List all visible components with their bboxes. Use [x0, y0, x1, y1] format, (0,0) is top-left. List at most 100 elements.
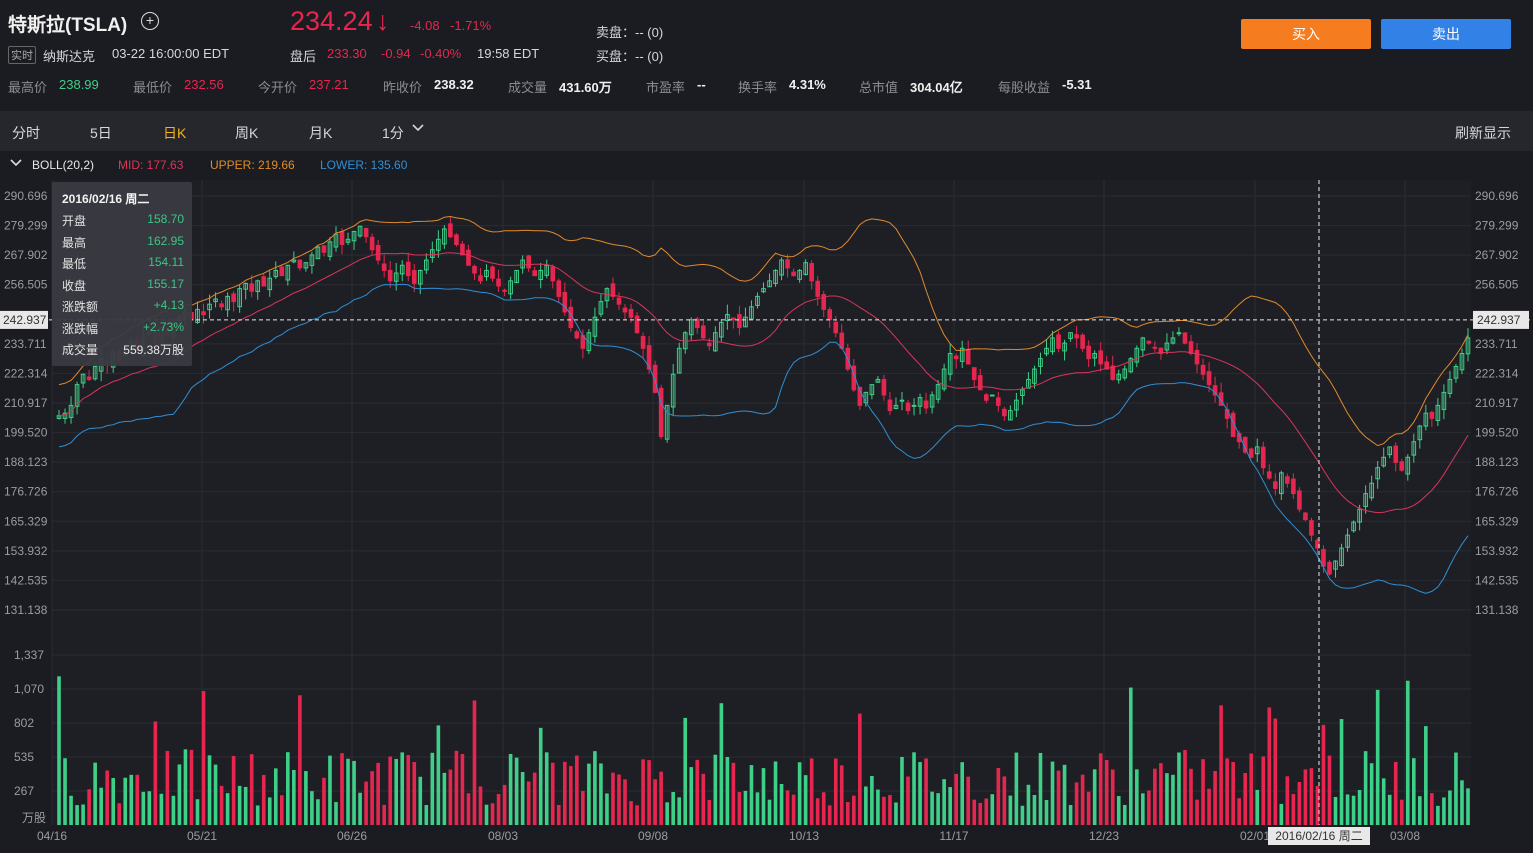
sell-button[interactable]: 卖出 — [1381, 19, 1511, 49]
candle-body — [1321, 549, 1326, 567]
volume-bar — [478, 786, 483, 825]
candle-body — [1357, 508, 1362, 523]
candle-body — [628, 308, 634, 318]
volume-bar — [1147, 790, 1151, 825]
volume-bar — [406, 755, 411, 825]
candle-body — [700, 325, 706, 339]
price-tick-right: 131.138 — [1475, 603, 1519, 617]
candle-body — [911, 404, 917, 407]
volume-bar — [57, 676, 61, 825]
volume-bar — [135, 774, 140, 825]
candle-body — [983, 394, 989, 401]
volume-bar — [749, 765, 754, 825]
volume-bar — [695, 759, 700, 825]
indicator-name[interactable]: BOLL(20,2) — [32, 158, 95, 172]
volume-bar — [484, 804, 489, 825]
candle-body — [1273, 481, 1278, 489]
volume-bar — [803, 775, 808, 825]
refresh-display-button[interactable]: 刷新显示 — [1455, 125, 1511, 141]
tab-weekly-k[interactable]: 周K — [235, 125, 259, 141]
candle-body — [658, 387, 664, 438]
tab-daily-k[interactable]: 日K — [163, 125, 187, 141]
chevron-down-icon[interactable] — [410, 121, 426, 138]
volume-bar — [785, 790, 790, 825]
candle-body — [303, 262, 309, 269]
candle-body — [1182, 332, 1188, 344]
volume-bar — [1411, 758, 1416, 825]
candle-body — [1291, 478, 1296, 495]
volume-bar — [316, 799, 320, 825]
volume-bar — [623, 779, 627, 825]
indicator-collapse-icon[interactable] — [10, 157, 22, 172]
volume-bar — [448, 769, 453, 825]
kline-chart[interactable]: 290.696 290.696 279.299 279.299 267.902 267.9… — [0, 180, 1533, 853]
add-watchlist-icon[interactable]: + — [141, 12, 159, 30]
candle-body — [1206, 371, 1212, 386]
candle-body — [857, 386, 863, 406]
volume-bar — [839, 765, 844, 825]
volume-bar — [502, 784, 507, 825]
volume-bar — [171, 795, 176, 825]
volume-bar — [900, 756, 904, 825]
tab-monthly-k[interactable]: 月K — [309, 125, 333, 141]
candle-body — [484, 269, 489, 278]
tab-5day[interactable]: 5日 — [90, 125, 112, 141]
volume-bar — [1086, 791, 1091, 825]
price-tick-left: 279.299 — [4, 219, 48, 233]
volume-bar — [81, 804, 85, 825]
volume-bar — [418, 776, 423, 825]
volume-bar — [791, 794, 796, 825]
volume-bar — [1375, 689, 1380, 825]
volume-bar — [532, 772, 537, 825]
stat-value: 237.21 — [309, 77, 349, 92]
tab-1min[interactable]: 1分 — [382, 125, 404, 141]
volume-bar — [593, 751, 597, 825]
candle-body — [622, 307, 628, 313]
date-tick: 05/21 — [187, 829, 217, 843]
volume-bar — [346, 758, 350, 825]
volume-bar — [1351, 795, 1356, 825]
candle-body — [737, 314, 742, 329]
candle-body — [929, 394, 935, 408]
candle-body — [369, 236, 375, 251]
after-hours-pct: -0.40% — [420, 46, 462, 61]
volume-bar — [526, 781, 531, 825]
price-tick-left: 131.138 — [4, 603, 48, 617]
price-tick-right: 290.696 — [1475, 189, 1519, 203]
volume-bar — [328, 755, 332, 825]
tooltip-key: 最低 — [62, 257, 87, 271]
volume-bar — [1201, 759, 1205, 825]
candle-body — [333, 233, 339, 248]
candle-body — [1008, 410, 1013, 421]
candle-body — [460, 243, 465, 256]
candle-body — [1188, 341, 1194, 354]
price-tick-left: 222.314 — [4, 366, 48, 380]
volume-bar — [978, 802, 983, 825]
volume-bar — [69, 795, 73, 825]
candle-body — [86, 376, 92, 380]
volume-bar — [924, 758, 928, 825]
candle-body — [791, 271, 796, 277]
candle-body — [1345, 534, 1350, 548]
volume-bar — [189, 749, 194, 825]
candle-body — [472, 265, 477, 274]
candle-body — [92, 365, 98, 380]
volume-bar — [1393, 761, 1398, 825]
volume-bar — [544, 752, 549, 825]
candle-body — [1080, 334, 1085, 349]
stat-value: -- — [697, 77, 706, 92]
candle-body — [1417, 425, 1423, 441]
stat-value: 238.32 — [434, 77, 474, 92]
candle-body — [1453, 365, 1459, 379]
stat-label: 总市值 — [859, 80, 899, 95]
date-tick: 09/08 — [638, 829, 668, 843]
volume-bar — [1363, 751, 1368, 825]
tooltip-value: 559.38万股 — [123, 343, 184, 357]
candle-body — [688, 319, 694, 336]
candle-body — [875, 378, 881, 383]
candle-body — [1116, 373, 1122, 381]
volume-bar — [1339, 719, 1344, 825]
buy-button[interactable]: 买入 — [1241, 19, 1371, 49]
volume-bar — [310, 791, 314, 825]
tab-intraday[interactable]: 分时 — [12, 125, 40, 141]
